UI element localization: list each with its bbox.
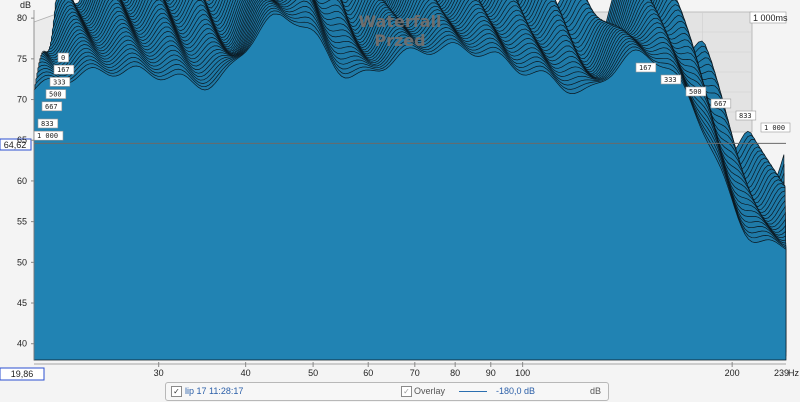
x-tick-label: 90 <box>486 368 496 378</box>
y-tick-label: 75 <box>17 54 27 64</box>
time-tag-right-box <box>735 110 757 121</box>
x-tick-label: 200 <box>725 368 740 378</box>
series-value: -180,0 dB <box>496 386 536 396</box>
time-tag-right-box <box>760 122 791 133</box>
legend-unit-label: dB <box>590 386 602 396</box>
time-tag-right: 333 <box>664 76 677 84</box>
time-tag-right-box <box>685 86 707 97</box>
waterfall-slices <box>33 0 787 361</box>
overlay-label: Overlay <box>414 386 446 396</box>
x-unit-label: Hz <box>788 368 799 378</box>
x-max-label: 239 <box>774 368 789 378</box>
cursor-readout[interactable]: 64,62 <box>0 138 32 151</box>
time-tag-right: 667 <box>714 100 727 108</box>
svg-text:19,86: 19,86 <box>11 369 34 379</box>
time-tag-left-box <box>41 101 63 112</box>
x-min-readout[interactable]: 19,86 <box>0 367 45 381</box>
y-unit-label: dB <box>20 0 31 10</box>
time-tag-right-box <box>635 62 657 73</box>
y-axis: 40 45 50 55 60 65 70 75 80 <box>17 10 35 360</box>
time-tag-right-box <box>660 74 682 85</box>
y-tick-label: 50 <box>17 257 27 267</box>
chart-title: Waterfall <box>359 12 442 31</box>
time-tag-left-box <box>37 118 59 129</box>
y-tick-label: 65 <box>17 135 27 145</box>
x-tick-label: 80 <box>450 368 460 378</box>
svg-text:64,62: 64,62 <box>4 140 27 150</box>
time-tag-right: 833 <box>739 112 752 120</box>
time-tag-left-box <box>53 64 75 75</box>
time-tag-left: 0 <box>61 54 65 62</box>
waterfall-slice <box>33 13 787 361</box>
y-tick-label: 40 <box>17 339 27 349</box>
time-tag-left-box <box>45 89 67 99</box>
time-tag-top-box <box>749 11 787 24</box>
y-tick-label: 60 <box>17 176 27 186</box>
time-tag-right-box <box>710 98 732 109</box>
y-tick-label: 55 <box>17 217 27 227</box>
time-tag-left: 333 <box>53 78 66 86</box>
time-axis-tags: 0 167 333 500 667 833 1 000 167 333 500 667 833 1 00… <box>33 11 791 141</box>
legend-bar: ✓ lip 17 11:28:17 -180,0 dB ✓ Overlay dB <box>165 382 609 401</box>
chart-subtitle: Przed <box>374 31 425 50</box>
time-tag-left: 833 <box>41 120 54 128</box>
time-tag-right: 1 000 <box>764 124 785 132</box>
time-tag-left: 500 <box>49 91 62 99</box>
series-line-swatch <box>459 391 487 392</box>
time-tag-right: 167 <box>639 64 652 72</box>
x-tick-label: 100 <box>515 368 530 378</box>
x-tick-label: 50 <box>308 368 318 378</box>
time-tag-left: 167 <box>57 66 70 74</box>
time-tag-left-box <box>49 77 71 87</box>
y-tick-label: 80 <box>17 13 27 23</box>
y-tick-label: 45 <box>17 298 27 308</box>
x-tick-label: 30 <box>154 368 164 378</box>
time-tag-left: 1 000 <box>37 132 58 140</box>
y-tick-label: 70 <box>17 95 27 105</box>
series-label: lip 17 11:28:17 <box>185 386 244 396</box>
time-tag-right: 500 <box>689 88 702 96</box>
time-tag-top: 1 000ms <box>753 13 788 23</box>
time-tag-left: 667 <box>45 103 58 111</box>
x-tick-label: 60 <box>363 368 373 378</box>
time-tag-left-box <box>57 52 69 63</box>
x-tick-label: 70 <box>410 368 420 378</box>
x-axis: 30 40 50 60 70 80 90 100 200 <box>34 362 786 378</box>
x-tick-label: 40 <box>241 368 251 378</box>
overlay-checkbox[interactable]: ✓ <box>401 386 412 397</box>
series-checkbox[interactable]: ✓ <box>171 386 182 397</box>
